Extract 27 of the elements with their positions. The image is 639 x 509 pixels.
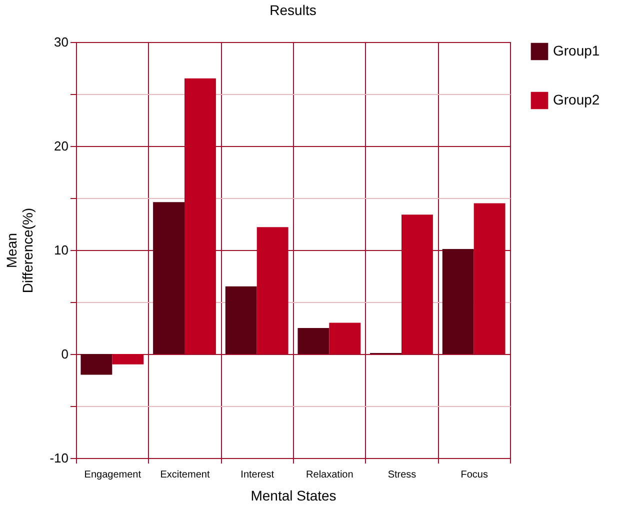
bar [184,78,216,354]
y-tick-label: 30 [54,34,68,50]
bar [153,202,184,354]
bar [112,354,144,364]
legend-label: Group2 [553,92,600,108]
bar [225,286,257,354]
bar [298,328,330,354]
y-axis-title: Mean Difference(%) [4,208,36,294]
y-tick-label: 20 [54,138,68,154]
x-tick-label: Relaxation [306,470,354,480]
bar [442,248,474,354]
x-tick-label: Stress [388,470,416,480]
x-tick-label: Focus [460,470,488,480]
y-tick-label: 0 [61,346,68,362]
y-tick-label: 10 [54,242,68,258]
bar [474,203,506,354]
x-tick-label: Engagement [84,470,142,480]
x-axis-title: Mental States [250,488,336,504]
y-tick-label: -10 [50,450,68,466]
bar [329,322,361,354]
x-tick-label: Interest [240,470,274,480]
chart-title: Results [270,2,316,18]
legend-label: Group1 [553,42,600,58]
bar [402,214,433,354]
bar [256,227,288,354]
bar [80,354,112,375]
x-tick-label: Excitement [160,470,210,480]
